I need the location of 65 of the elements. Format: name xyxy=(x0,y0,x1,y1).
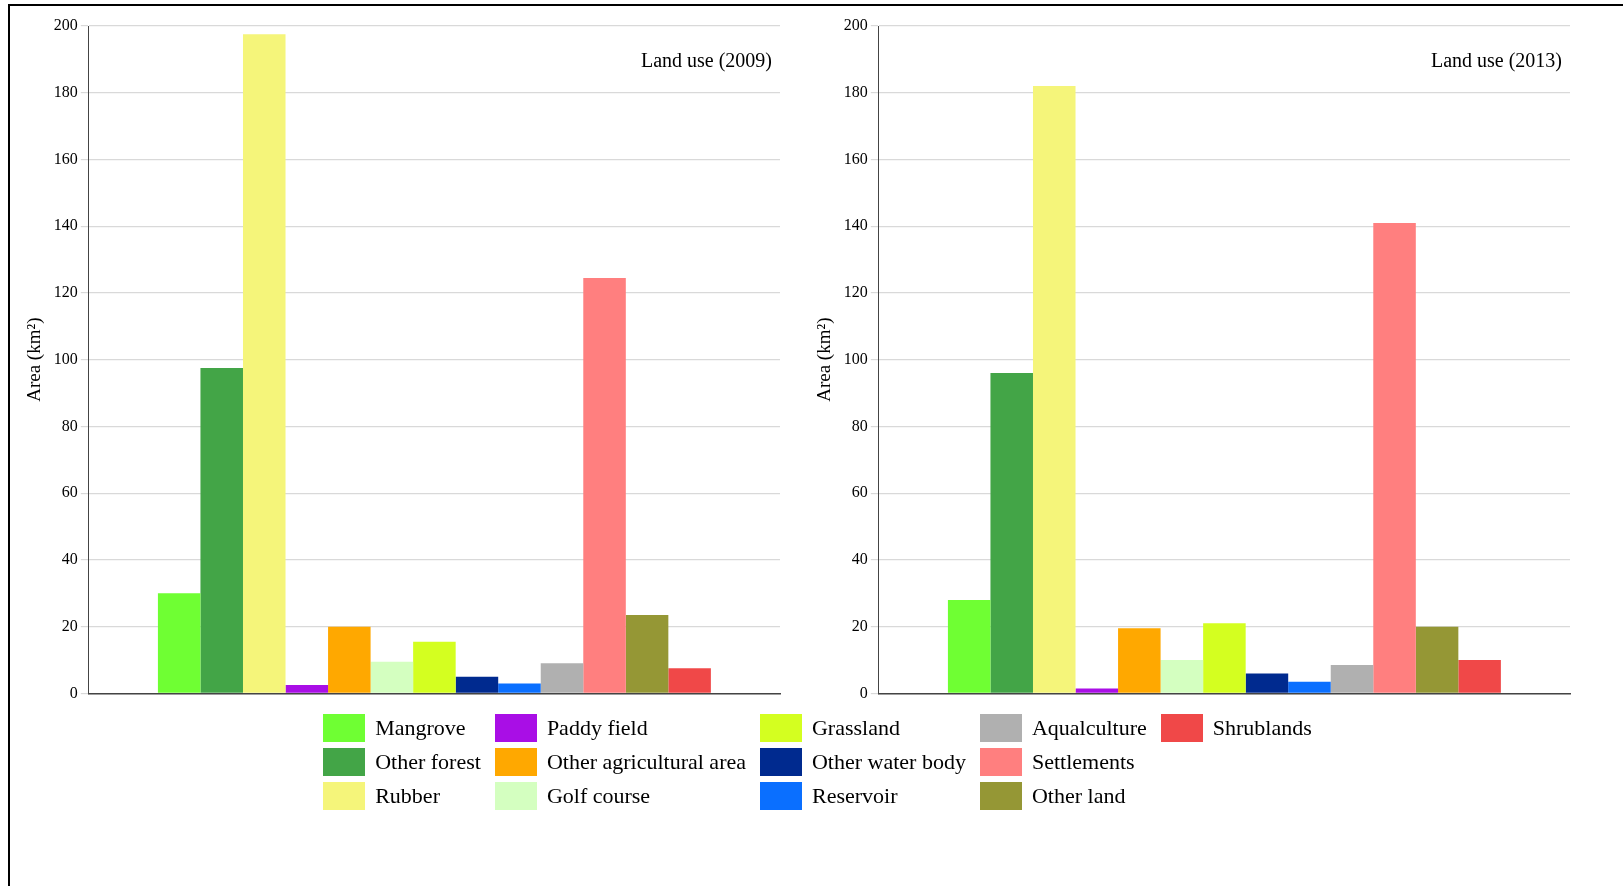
bar xyxy=(583,277,626,693)
y-tick-label: 40 xyxy=(851,550,868,568)
legend-label: Rubber xyxy=(375,783,440,809)
y-axis-title: Area (km²) xyxy=(813,317,836,402)
y-tick-label: 0 xyxy=(859,683,868,701)
bar xyxy=(1203,623,1246,693)
y-tick-label: 160 xyxy=(843,149,868,167)
bar xyxy=(1032,86,1076,693)
y-tick-label: 120 xyxy=(53,283,78,301)
legend-label: Golf course xyxy=(546,783,651,809)
bar xyxy=(370,661,414,693)
legend-label: Other forest xyxy=(375,749,481,775)
legend-label: Aqualculture xyxy=(1031,715,1147,741)
bar xyxy=(1160,660,1204,693)
y-tick-label: 160 xyxy=(53,149,78,167)
bar xyxy=(1415,626,1459,693)
legend-label: Mangrove xyxy=(375,715,466,741)
bar xyxy=(200,368,243,693)
legend-label: Other water body xyxy=(811,749,966,775)
y-tick-label: 60 xyxy=(851,483,868,501)
bar xyxy=(1118,628,1161,693)
bar xyxy=(1245,673,1289,693)
y-tick-label: 140 xyxy=(843,216,868,234)
bar xyxy=(625,614,669,693)
bar xyxy=(1373,222,1416,693)
bar xyxy=(157,593,201,693)
bar xyxy=(285,685,329,693)
text: Land use (2009) xyxy=(640,49,772,73)
bar xyxy=(413,641,456,693)
y-tick-label: 140 xyxy=(53,216,78,234)
bar xyxy=(1330,665,1374,693)
legend-label: Settlements xyxy=(1031,749,1135,775)
legend-label: Shrublands xyxy=(1212,715,1312,741)
bar xyxy=(1458,660,1501,693)
y-tick-label: 100 xyxy=(53,349,78,367)
y-tick-label: 180 xyxy=(53,82,78,100)
bar xyxy=(668,668,711,693)
y-tick-label: 60 xyxy=(61,483,78,501)
y-tick-label: 40 xyxy=(61,550,78,568)
legend-label: Other agricultural area xyxy=(546,749,746,775)
bar xyxy=(1288,681,1331,693)
y-tick-label: 180 xyxy=(843,82,868,100)
y-axis-title: Area (km²) xyxy=(23,317,46,402)
bar xyxy=(540,663,584,693)
bar xyxy=(498,683,541,693)
y-tick-label: 120 xyxy=(843,283,868,301)
y-tick-label: 20 xyxy=(851,616,868,634)
text: Land use (2013) xyxy=(1430,49,1562,73)
bar xyxy=(328,626,371,693)
y-tick-label: 80 xyxy=(61,416,78,434)
y-tick-label: 20 xyxy=(61,616,78,634)
y-tick-label: 100 xyxy=(843,349,868,367)
y-tick-label: 80 xyxy=(851,416,868,434)
legend-label: Other land xyxy=(1031,783,1126,809)
bar xyxy=(990,373,1033,693)
y-tick-label: 200 xyxy=(843,16,868,34)
y-tick-label: 0 xyxy=(69,683,78,701)
legend-label: Grassland xyxy=(811,715,900,741)
legend-label: Paddy field xyxy=(546,715,648,741)
bar xyxy=(455,676,499,693)
bar xyxy=(1075,688,1119,693)
legend-label: Reservoir xyxy=(811,783,898,809)
bar xyxy=(947,599,991,693)
bar xyxy=(242,34,286,693)
y-tick-label: 200 xyxy=(53,16,78,34)
